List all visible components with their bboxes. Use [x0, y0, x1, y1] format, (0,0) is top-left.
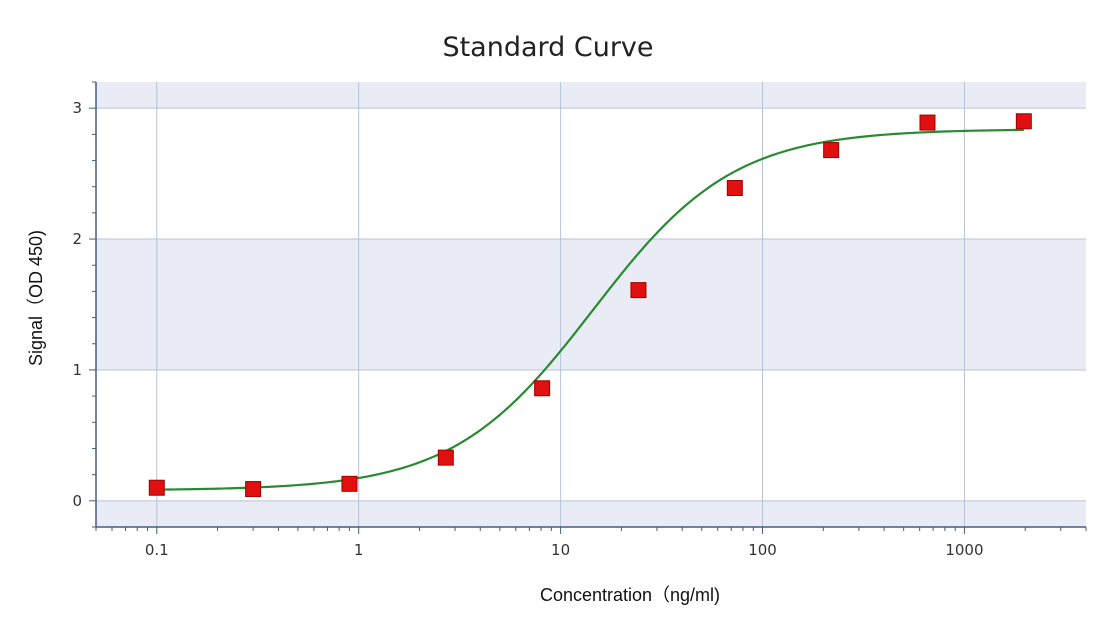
- y-tick-label: 0: [72, 492, 82, 510]
- x-tick-label: 1000: [945, 541, 983, 559]
- data-point: [534, 380, 551, 397]
- axes: [95, 82, 1086, 528]
- fit-curve: [156, 128, 1024, 491]
- x-axis-ticks: 0.1 1 10 100 1000: [95, 527, 1087, 559]
- data-point: [341, 475, 358, 492]
- x-tick-label: 1: [354, 541, 364, 559]
- plot-background: [96, 82, 1086, 527]
- data-point: [726, 180, 743, 197]
- data-points-layer: [148, 113, 1032, 498]
- band: [96, 82, 1086, 109]
- y-axis-ticks: 0 1 2 3: [72, 81, 96, 528]
- y-tick-label: 1: [72, 361, 82, 379]
- y-axis-label: Signal（OD 450): [26, 230, 46, 366]
- band: [96, 239, 1086, 370]
- fit-curve-layer: [156, 128, 1024, 491]
- data-point: [245, 481, 262, 498]
- data-point: [823, 142, 840, 159]
- chart-title: Standard Curve: [442, 32, 653, 63]
- data-point: [148, 479, 165, 496]
- x-tick-label: 10: [551, 541, 570, 559]
- y-tick-label: 3: [72, 99, 82, 117]
- x-axis-label: Concentration（ng/ml): [540, 585, 720, 605]
- data-point: [630, 282, 647, 299]
- y-tick-label: 2: [72, 230, 82, 248]
- band: [96, 500, 1086, 527]
- data-point: [437, 449, 454, 466]
- data-point: [1015, 113, 1032, 130]
- x-tick-label: 100: [748, 541, 777, 559]
- x-tick-label: 0.1: [145, 541, 169, 559]
- data-point: [919, 114, 936, 131]
- grid-lines: [96, 82, 1086, 527]
